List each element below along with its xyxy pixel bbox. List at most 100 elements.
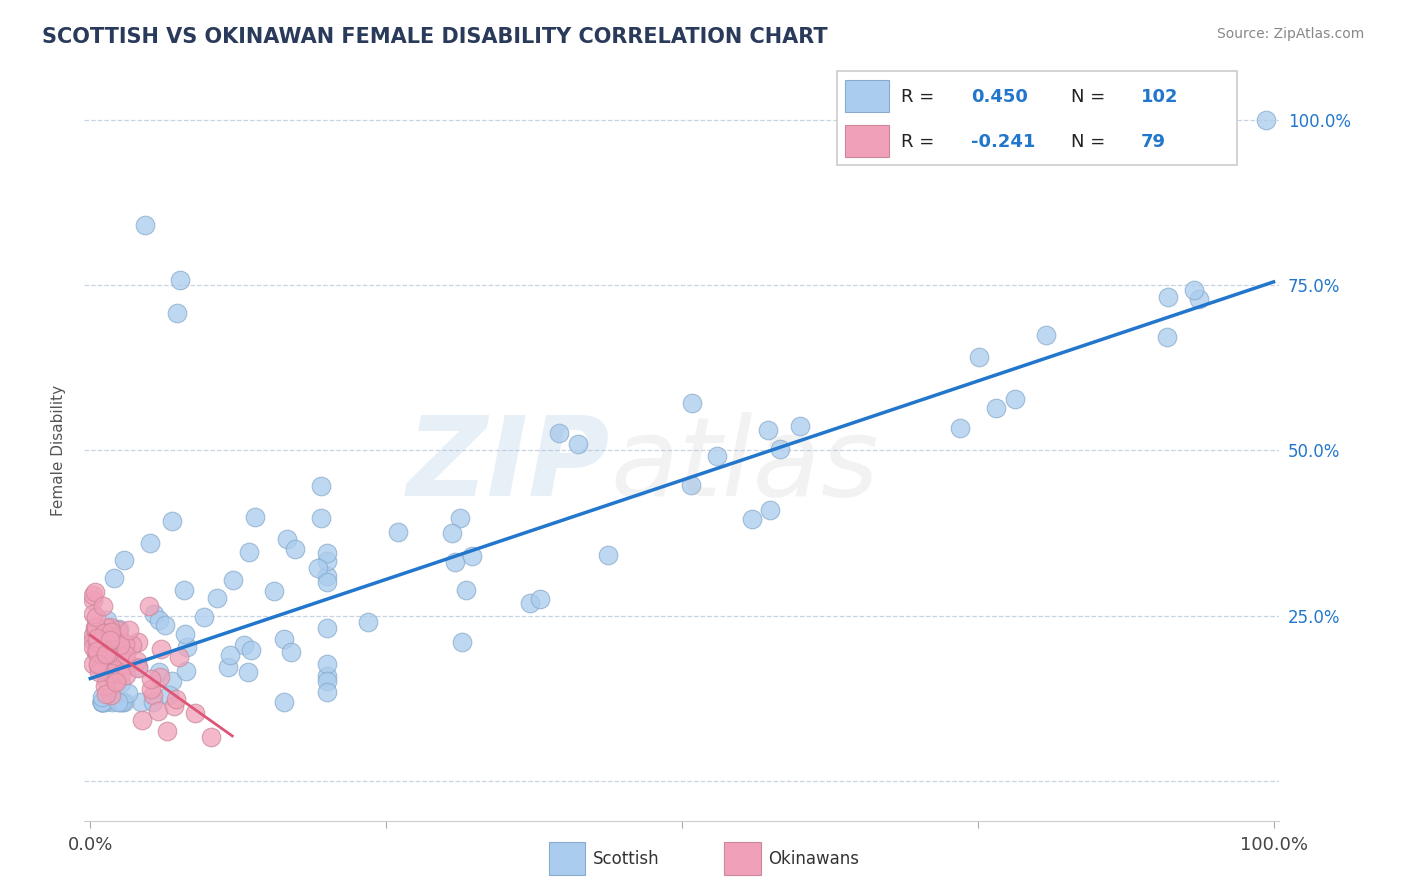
Point	[97, 647, 120, 661]
Point	[82, 588, 104, 602]
Point	[142, 607, 165, 622]
Point	[243, 509, 266, 524]
Point	[1157, 290, 1180, 304]
Point	[86, 632, 108, 646]
Point	[96, 613, 118, 627]
Point	[110, 666, 132, 681]
Y-axis label: Female Disability: Female Disability	[51, 384, 66, 516]
Point	[112, 695, 135, 709]
Point	[129, 695, 152, 709]
Point	[1254, 112, 1277, 127]
Point	[97, 636, 120, 650]
Text: Source: ZipAtlas.com: Source: ZipAtlas.com	[1216, 27, 1364, 41]
Point	[101, 695, 124, 709]
Point	[461, 549, 484, 563]
Point	[276, 532, 298, 546]
Point	[169, 273, 191, 287]
Point	[115, 657, 138, 672]
Point	[284, 542, 307, 557]
Point	[87, 636, 110, 650]
Point	[529, 591, 551, 606]
Point	[86, 623, 108, 637]
Point	[110, 676, 132, 690]
Point	[96, 648, 118, 662]
Point	[316, 546, 339, 560]
Point	[205, 591, 228, 606]
Point	[93, 679, 115, 693]
Point	[163, 699, 186, 714]
Point	[949, 420, 972, 434]
Point	[741, 512, 763, 526]
Point	[104, 663, 127, 677]
Point	[759, 503, 782, 517]
Point	[100, 632, 122, 647]
Point	[134, 218, 156, 232]
Point	[127, 661, 149, 675]
Point	[239, 642, 262, 657]
Point	[139, 672, 162, 686]
Text: N =: N =	[1071, 87, 1111, 105]
Point	[93, 625, 115, 640]
Point	[91, 695, 114, 709]
Point	[357, 615, 380, 630]
Point	[316, 669, 339, 683]
Point	[101, 652, 124, 666]
Point	[114, 668, 136, 682]
Point	[1004, 392, 1026, 406]
Text: 102: 102	[1142, 87, 1178, 105]
Point	[117, 686, 139, 700]
Text: atlas: atlas	[610, 412, 879, 519]
Point	[1035, 328, 1057, 343]
Point	[127, 635, 149, 649]
Point	[173, 582, 195, 597]
Point	[1156, 329, 1178, 343]
Point	[148, 665, 170, 679]
Point	[307, 561, 329, 575]
Point	[316, 553, 339, 567]
Point	[94, 695, 117, 709]
Point	[184, 706, 207, 721]
Point	[148, 614, 170, 628]
FancyBboxPatch shape	[724, 842, 761, 875]
Point	[127, 654, 149, 668]
Point	[111, 635, 134, 649]
Point	[84, 609, 107, 624]
Point	[100, 688, 122, 702]
Point	[138, 599, 160, 613]
Point	[94, 687, 117, 701]
Point	[86, 620, 108, 634]
Point	[121, 638, 143, 652]
Text: -0.241: -0.241	[970, 133, 1035, 151]
Point	[82, 657, 104, 672]
Point	[200, 730, 222, 744]
Point	[91, 662, 114, 676]
Point	[107, 624, 129, 638]
Text: R =: R =	[901, 133, 939, 151]
Point	[91, 690, 114, 705]
Point	[114, 658, 136, 673]
Point	[97, 627, 120, 641]
Point	[149, 670, 172, 684]
Point	[311, 479, 333, 493]
Point	[681, 396, 703, 410]
Point	[146, 704, 169, 718]
Point	[169, 650, 191, 665]
Point	[83, 624, 105, 639]
Point	[100, 657, 122, 671]
Point	[91, 695, 114, 709]
Point	[174, 665, 197, 679]
Point	[1182, 283, 1205, 297]
Point	[316, 621, 339, 635]
Text: Scottish: Scottish	[593, 849, 659, 868]
Point	[96, 673, 118, 688]
Point	[139, 536, 162, 550]
Point	[217, 660, 239, 674]
Point	[118, 624, 141, 638]
Point	[100, 625, 122, 640]
Point	[103, 673, 125, 688]
Point	[444, 556, 467, 570]
Point	[114, 650, 136, 665]
Point	[91, 636, 114, 650]
Point	[110, 633, 132, 648]
Point	[156, 724, 179, 739]
